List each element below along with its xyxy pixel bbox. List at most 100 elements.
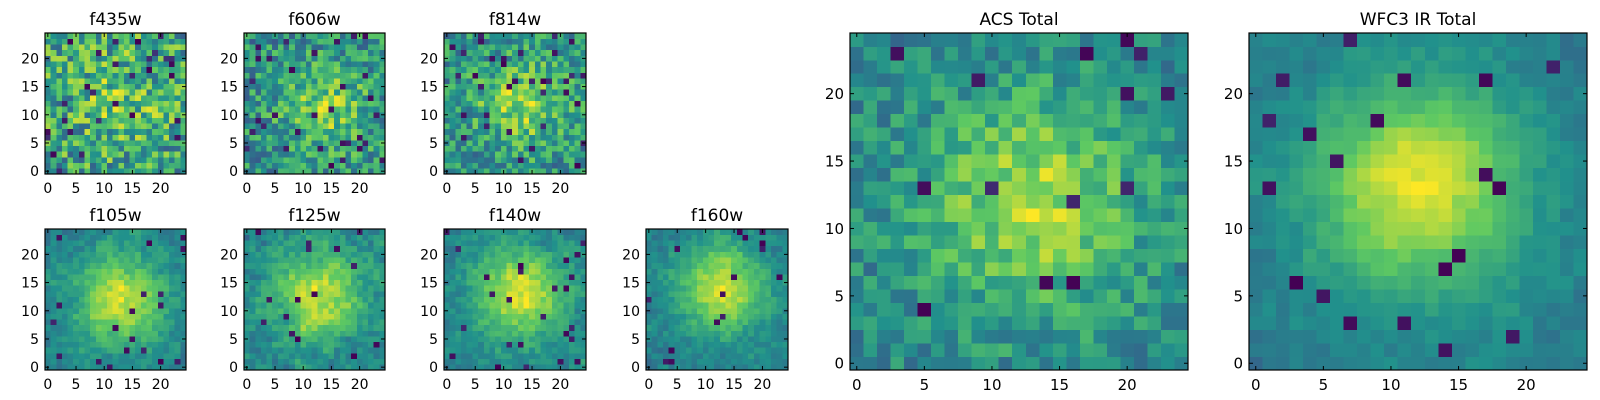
heatmap-cell bbox=[483, 151, 490, 158]
heatmap-cell bbox=[1025, 221, 1040, 236]
heatmap-cell bbox=[169, 324, 176, 331]
heatmap-cell bbox=[300, 313, 307, 320]
heatmap-cell bbox=[657, 229, 664, 235]
heatmap-cell bbox=[574, 95, 581, 101]
heatmap-cell bbox=[272, 151, 279, 158]
heatmap-cell bbox=[112, 66, 119, 73]
heatmap-cell bbox=[512, 319, 519, 326]
heatmap-cell bbox=[283, 245, 290, 252]
heatmap-cell bbox=[466, 49, 473, 56]
heatmap-cell bbox=[506, 274, 513, 281]
heatmap-cell bbox=[546, 336, 553, 343]
heatmap-cell bbox=[277, 157, 284, 164]
heatmap-cell bbox=[306, 72, 312, 79]
heatmap-cell bbox=[461, 44, 468, 51]
heatmap-cell bbox=[742, 324, 749, 331]
heatmap-cell bbox=[379, 324, 386, 331]
heatmap-cell bbox=[351, 353, 358, 360]
heatmap-cell bbox=[483, 168, 490, 175]
heatmap-cell bbox=[546, 61, 553, 68]
heatmap-cell bbox=[277, 78, 284, 85]
heatmap-cell bbox=[328, 44, 335, 51]
heatmap-cell bbox=[362, 279, 369, 286]
heatmap-cell bbox=[317, 319, 324, 326]
heatmap-cells bbox=[444, 229, 587, 371]
heatmap-cell bbox=[95, 55, 102, 62]
heatmap-cell bbox=[500, 151, 507, 158]
heatmap-cell bbox=[272, 38, 279, 45]
heatmap-cell bbox=[157, 268, 164, 275]
heatmap-cell bbox=[311, 291, 318, 297]
heatmap-cell bbox=[958, 302, 972, 317]
heatmap-cell bbox=[529, 268, 536, 275]
heatmap-cell bbox=[1093, 262, 1108, 276]
heatmap-cell bbox=[339, 106, 346, 113]
heatmap-cell bbox=[557, 245, 564, 252]
heatmap-cell bbox=[702, 319, 709, 326]
heatmap-cell bbox=[1066, 235, 1081, 249]
heatmap-cell bbox=[877, 248, 891, 263]
heatmap-cell bbox=[289, 66, 296, 73]
heatmap-cell bbox=[546, 55, 553, 62]
heatmap-cell bbox=[944, 167, 959, 182]
heatmap-cell bbox=[356, 111, 363, 118]
heatmap-cell bbox=[283, 72, 290, 79]
heatmap-cell bbox=[478, 313, 485, 320]
heatmap-cell bbox=[152, 302, 159, 309]
heatmap-cell bbox=[345, 285, 352, 292]
heatmap-cell bbox=[277, 296, 284, 303]
heatmap-cell bbox=[517, 262, 524, 269]
heatmap-cell bbox=[101, 145, 108, 152]
heatmap-cell bbox=[67, 262, 74, 269]
heatmap-cell bbox=[782, 324, 789, 331]
heatmap-cell bbox=[674, 285, 681, 292]
heatmap-cell bbox=[512, 245, 519, 252]
heatmap-cell bbox=[461, 61, 468, 68]
heatmap-cell bbox=[277, 145, 284, 152]
heatmap-cell bbox=[904, 289, 918, 303]
heatmap-cell bbox=[56, 111, 63, 118]
heatmap-cell bbox=[95, 229, 102, 235]
heatmap-cell bbox=[668, 319, 675, 326]
heatmap-cell bbox=[1147, 167, 1162, 182]
heatmap-cell bbox=[322, 61, 329, 68]
heatmap-cell bbox=[529, 78, 536, 85]
heatmap-cell bbox=[551, 353, 558, 360]
heatmap-cell bbox=[461, 296, 468, 303]
heatmap-cell bbox=[580, 313, 587, 320]
heatmap-cell bbox=[351, 285, 358, 292]
heatmap-cell bbox=[45, 330, 51, 337]
heatmap-cell bbox=[890, 208, 905, 223]
heatmap-cell bbox=[500, 44, 507, 51]
heatmap-cell bbox=[112, 364, 119, 371]
heatmap-cell bbox=[495, 89, 502, 96]
heatmap-cell bbox=[294, 319, 301, 326]
heatmap-cell bbox=[174, 364, 181, 371]
heatmap-cell bbox=[523, 330, 530, 337]
heatmap-cell bbox=[107, 100, 113, 107]
heatmap-cell bbox=[140, 89, 147, 96]
heatmap-cell bbox=[651, 336, 658, 343]
heatmap-cell bbox=[742, 307, 749, 314]
heatmap-cell bbox=[472, 117, 479, 124]
heatmap-cell bbox=[129, 324, 136, 331]
heatmap-cell bbox=[317, 347, 324, 354]
heatmap-cell bbox=[95, 285, 102, 292]
heatmap-cell bbox=[118, 353, 125, 360]
heatmap-cell bbox=[266, 257, 273, 264]
heatmap-cell bbox=[931, 316, 945, 330]
heatmap-cell bbox=[651, 279, 658, 286]
heatmap-cell bbox=[135, 33, 142, 39]
heatmap-cell bbox=[523, 49, 530, 56]
heatmap-cell bbox=[283, 251, 290, 258]
heatmap-cell bbox=[1093, 248, 1108, 263]
heatmap-cell bbox=[78, 229, 85, 235]
heatmap-cell bbox=[368, 313, 375, 320]
heatmap-cell bbox=[444, 134, 450, 141]
heatmap-cell bbox=[512, 111, 519, 118]
heatmap-cell bbox=[646, 268, 652, 275]
heatmap-cell bbox=[517, 302, 524, 309]
heatmap-cell bbox=[277, 262, 284, 269]
heatmap-cell bbox=[731, 353, 738, 360]
heatmap-cell bbox=[574, 274, 581, 281]
